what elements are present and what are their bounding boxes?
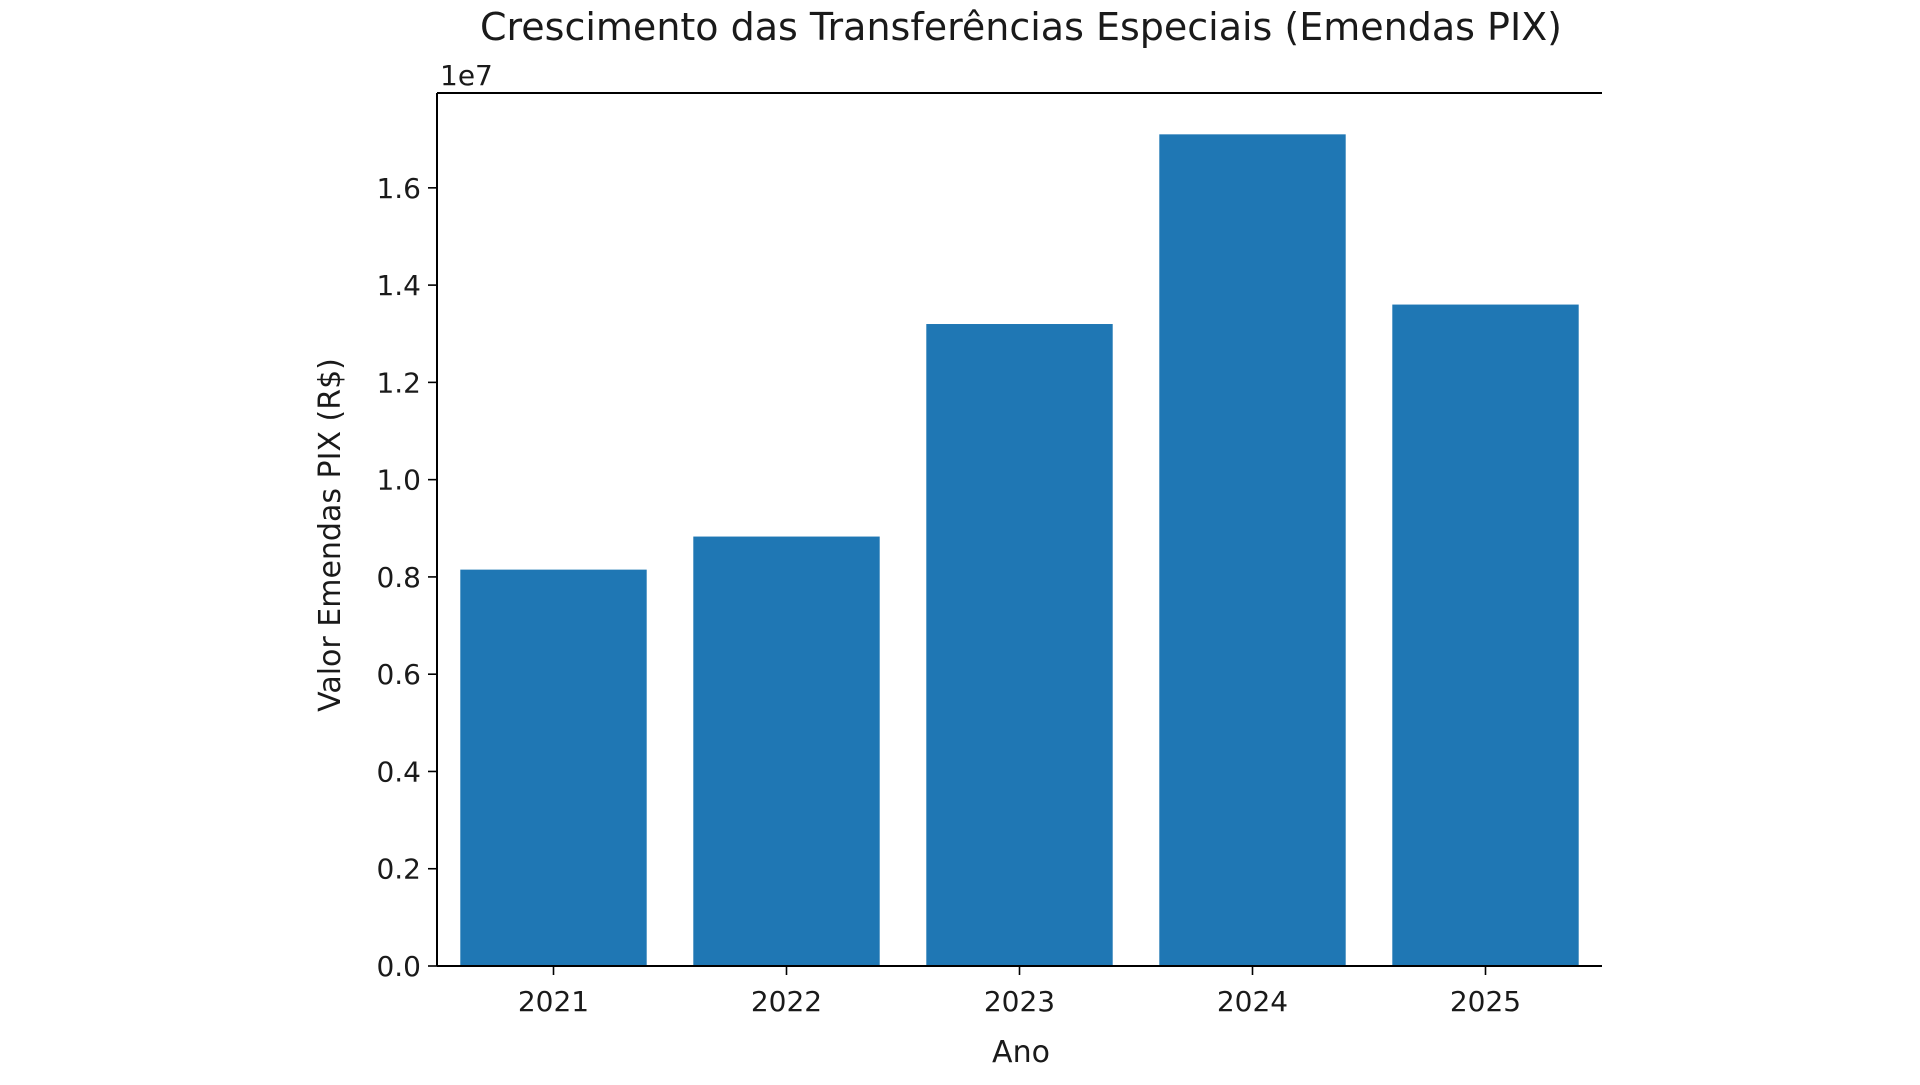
y-axis-offset-label: 1e7 — [440, 59, 493, 92]
bar-2025 — [1392, 304, 1579, 966]
x-tick-label: 2025 — [1450, 985, 1521, 1018]
bar-2024 — [1159, 134, 1346, 966]
chart-title: Crescimento das Transferências Especiais… — [480, 5, 1562, 49]
plot-area: 0.0 0.2 0.4 0.6 0.8 1.0 1.2 1.4 1.6 2021 2022 2023 2… — [376, 92, 1602, 1018]
y-tick-label: 1.2 — [376, 366, 421, 399]
bar-2022 — [693, 536, 880, 966]
y-tick-label: 0.6 — [376, 658, 421, 691]
y-tick-label: 0.4 — [376, 755, 421, 788]
x-tick-label: 2024 — [1217, 985, 1288, 1018]
x-tick-label: 2023 — [984, 985, 1055, 1018]
bar-2023 — [926, 324, 1113, 966]
y-tick-label: 0.0 — [376, 950, 421, 983]
x-tick-label: 2022 — [751, 985, 822, 1018]
y-tick-label: 0.2 — [376, 853, 421, 886]
x-tick-label: 2021 — [518, 985, 589, 1018]
y-tick-label: 1.4 — [376, 269, 421, 302]
x-axis-label: Ano — [992, 1035, 1050, 1070]
y-axis-label: Valor Emendas PIX (R$) — [313, 358, 348, 712]
y-tick-label: 1.0 — [376, 464, 421, 497]
y-tick-label: 0.8 — [376, 561, 421, 594]
bar-2021 — [460, 569, 647, 966]
y-tick-label: 1.6 — [376, 172, 421, 205]
